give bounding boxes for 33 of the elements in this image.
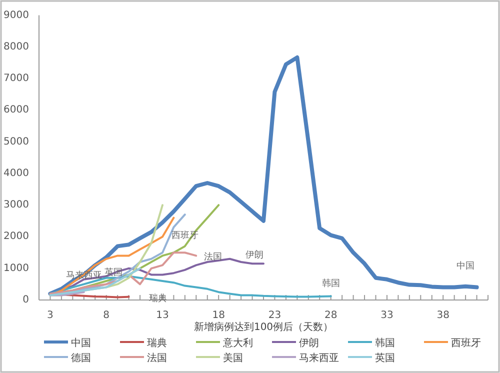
x-tick-label: 28 [324,310,338,321]
legend-label: 美国 [223,352,243,364]
x-tick-label: 23 [268,310,282,321]
y-tick-label: 3000 [4,200,29,211]
y-tick-label: 9000 [4,10,29,21]
x-tick-label: 18 [212,310,225,321]
y-tick-label: 1000 [4,262,29,274]
legend-label: 意大利 [222,337,253,349]
legend-label: 韩国 [375,337,395,349]
y-tick-label: 7000 [4,73,29,84]
legend-label: 英国 [375,352,395,364]
y-tick-label: 5000 [4,136,29,148]
x-tick-label: 13 [156,310,169,321]
annotation: 伊朗 [246,250,264,261]
x-axis-title: 新增病例达到100例后（天数） [194,321,334,333]
annotation: 中国 [456,260,475,272]
legend-label: 瑞典 [147,337,167,349]
y-tick-label: 8000 [4,41,29,52]
x-tick-label: 38 [436,310,450,321]
legend-label: 法国 [147,352,167,364]
y-tick-label: 6000 [4,104,29,116]
legend-label: 西班牙 [451,337,481,349]
y-tick-label: 0 [22,294,29,306]
legend-label: 德国 [71,353,91,364]
y-tick-label: 2000 [4,231,29,242]
legend-label: 马来西亚 [299,352,339,364]
annotation: 韩国 [322,278,340,290]
legend-label: 伊朗 [299,337,319,349]
x-tick-label: 8 [103,310,110,321]
legend-label: 中国 [71,337,91,349]
x-tick-label: 33 [380,310,394,321]
y-tick-label: 4000 [4,168,29,179]
x-tick-label: 3 [47,310,54,321]
